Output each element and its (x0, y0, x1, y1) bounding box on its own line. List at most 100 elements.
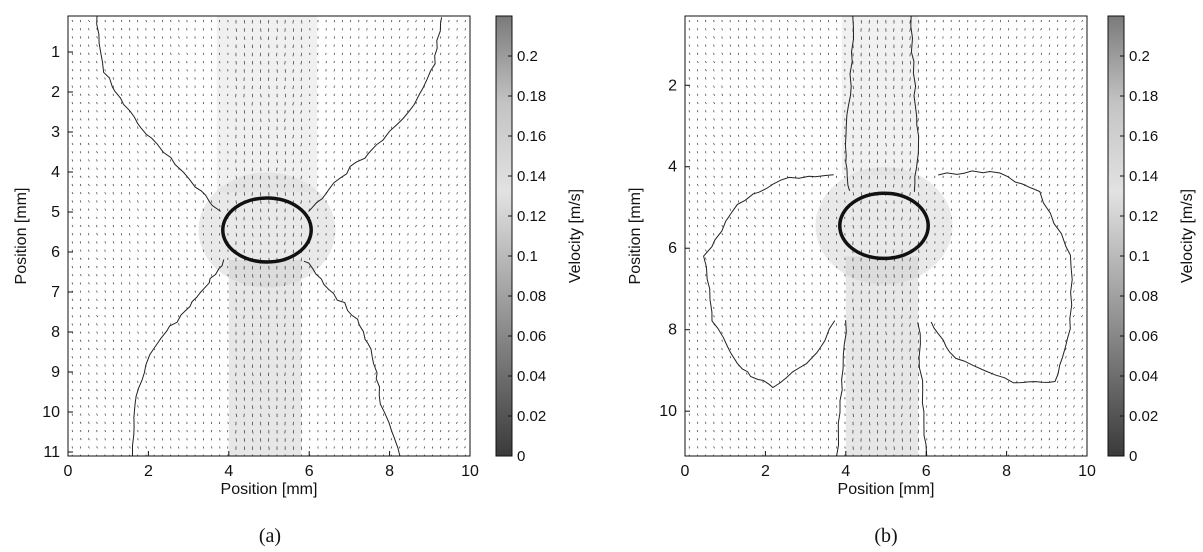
velocity-vector (407, 290, 409, 293)
velocity-vector (464, 233, 466, 236)
velocity-vector (447, 233, 450, 236)
y-tick-label: 11 (43, 444, 60, 461)
velocity-vector (885, 331, 887, 336)
velocity-vector (374, 159, 376, 162)
velocity-vector (746, 413, 748, 416)
velocity-vector (120, 93, 123, 96)
velocity-vector (447, 347, 450, 351)
velocity-vector (129, 339, 131, 342)
velocity-vector (860, 380, 863, 385)
velocity-vector (423, 421, 425, 424)
velocity-vector (88, 36, 90, 39)
velocity-vector (120, 306, 123, 310)
velocity-vector (787, 421, 789, 424)
velocity-vector (893, 175, 895, 180)
velocity-vector (415, 241, 417, 244)
velocity-vector (909, 380, 911, 385)
velocity-vector (194, 438, 196, 441)
velocity-vector (1007, 118, 1010, 121)
velocity-vector (447, 356, 450, 359)
velocity-vector (705, 151, 707, 154)
velocity-vector (96, 28, 98, 31)
velocity-vector (71, 200, 74, 203)
velocity-vector (129, 200, 131, 203)
velocity-vector (455, 85, 458, 88)
velocity-vector (917, 159, 919, 163)
velocity-vector (194, 19, 196, 23)
velocity-vector (308, 192, 311, 195)
velocity-vector (811, 364, 813, 367)
velocity-vector (137, 249, 139, 252)
velocity-vector (729, 44, 732, 47)
velocity-vector (1007, 224, 1010, 228)
velocity-vector (104, 356, 106, 359)
velocity-vector (688, 323, 691, 326)
velocity-vector (104, 19, 107, 23)
velocity-vector (300, 52, 302, 57)
velocity-vector (999, 175, 1001, 178)
velocity-vector (390, 282, 393, 285)
velocity-vector (104, 265, 106, 269)
velocity-vector (71, 274, 74, 277)
velocity-vector (770, 52, 772, 55)
velocity-vector (884, 183, 887, 188)
velocity-vector (942, 257, 944, 260)
velocity-vector (440, 306, 442, 310)
velocity-vector (145, 265, 147, 269)
velocity-vector (713, 298, 715, 302)
velocity-vector (431, 372, 434, 375)
velocity-vector (211, 265, 213, 269)
velocity-vector (440, 216, 442, 219)
velocity-vector (145, 93, 147, 96)
velocity-vector (966, 28, 969, 31)
velocity-vector (252, 224, 254, 229)
velocity-vector (983, 101, 985, 105)
velocity-vector (194, 282, 196, 285)
velocity-vector (917, 101, 919, 106)
velocity-vector (202, 306, 205, 310)
velocity-vector (869, 405, 871, 409)
velocity-vector (202, 101, 205, 105)
velocity-vector (787, 200, 789, 203)
velocity-vector (737, 142, 740, 146)
velocity-vector (88, 282, 90, 285)
velocity-vector (877, 397, 879, 401)
velocity-vector (828, 388, 830, 392)
velocity-vector (415, 446, 417, 449)
velocity-vector (398, 142, 401, 146)
velocity-vector (439, 36, 442, 39)
velocity-vector (705, 60, 707, 64)
velocity-vector (456, 331, 458, 334)
velocity-vector (721, 265, 723, 269)
velocity-vector (161, 142, 164, 146)
velocity-vector (170, 200, 172, 203)
velocity-vector (88, 134, 90, 138)
velocity-vector (390, 405, 393, 408)
velocity-vector (787, 364, 789, 367)
colorbar-tick-label: 0.08 (517, 288, 546, 305)
velocity-vector (186, 233, 188, 236)
velocity-vector (991, 413, 993, 416)
velocity-vector (448, 200, 450, 203)
velocity-vector (431, 315, 434, 318)
velocity-vector (762, 323, 764, 326)
velocity-vector (688, 413, 690, 416)
velocity-vector (300, 142, 302, 147)
velocity-vector (991, 356, 993, 359)
velocity-vector (1024, 200, 1026, 203)
velocity-vector (999, 216, 1001, 220)
velocity-vector (803, 77, 805, 80)
velocity-vector (893, 388, 895, 393)
velocity-vector (120, 175, 123, 178)
velocity-vector (407, 397, 409, 400)
velocity-vector (300, 274, 302, 278)
velocity-vector (120, 167, 123, 170)
velocity-vector (153, 159, 155, 162)
velocity-vector (958, 19, 960, 23)
velocity-vector (778, 192, 781, 195)
velocity-vector (407, 241, 409, 244)
velocity-vector (440, 60, 442, 64)
velocity-vector (819, 134, 822, 137)
velocity-vector (276, 77, 278, 81)
velocity-vector (705, 315, 707, 318)
